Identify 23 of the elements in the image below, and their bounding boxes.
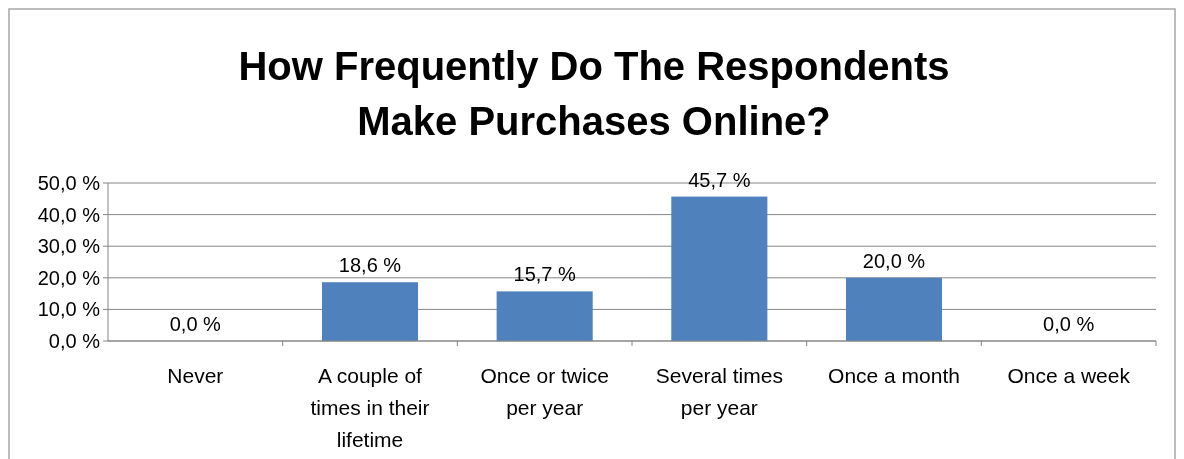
bar (496, 291, 593, 341)
chart-title: How Frequently Do The Respondents Make Purchases Online? (238, 44, 950, 143)
y-tick-label: 10,0 % (37, 298, 101, 321)
data-label: 18,6 % (338, 254, 402, 277)
y-tick-label: 30,0 % (37, 235, 101, 258)
y-tick-label: 40,0 % (37, 203, 101, 226)
data-label: 15,7 % (513, 263, 577, 286)
data-label: 0,0 % (169, 313, 222, 335)
data-label: 45,7 % (688, 168, 751, 191)
data-label: 20,0 % (862, 249, 926, 272)
bar (321, 282, 419, 341)
x-tick-label: Once or twice per year (480, 364, 609, 419)
data-label: 0,0 % (1043, 313, 1095, 335)
bar (845, 277, 943, 341)
y-tick-label: 20,0 % (37, 266, 101, 289)
x-tick-label: Once a week (1007, 364, 1131, 387)
x-tick-label: Once a month (828, 364, 960, 387)
x-tick-label: A couple of times in their lifetime (310, 364, 430, 451)
bar (671, 196, 768, 341)
y-tick-label: 0,0 % (48, 330, 101, 352)
x-tick-label: Never (167, 364, 224, 387)
x-tick-label: Several times per year (655, 364, 783, 419)
y-tick-label: 50,0 % (37, 172, 101, 194)
